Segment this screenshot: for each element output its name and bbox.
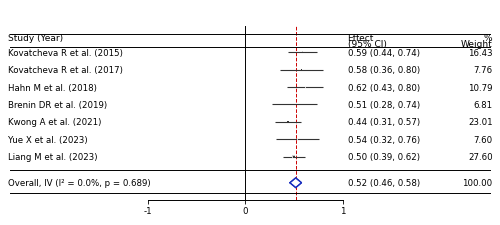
Point <box>290 103 298 107</box>
Text: 0.52 (0.46, 0.58): 0.52 (0.46, 0.58) <box>348 178 420 187</box>
Point <box>294 138 302 141</box>
Text: Effect: Effect <box>348 34 374 43</box>
Text: Overall, IV (I² = 0.0%, p = 0.689): Overall, IV (I² = 0.0%, p = 0.689) <box>8 178 150 187</box>
Text: Brenin DR et al. (2019): Brenin DR et al. (2019) <box>8 101 106 109</box>
Text: Kwong A et al. (2021): Kwong A et al. (2021) <box>8 118 101 127</box>
Point <box>290 155 298 159</box>
Text: 100.00: 100.00 <box>462 178 492 187</box>
Point <box>298 51 306 55</box>
Text: 7.60: 7.60 <box>474 135 492 144</box>
Text: 0.51 (0.28, 0.74): 0.51 (0.28, 0.74) <box>348 101 420 109</box>
Point <box>284 121 292 124</box>
Point <box>302 86 310 89</box>
Text: Weight: Weight <box>461 40 492 48</box>
Polygon shape <box>290 178 302 188</box>
Text: 0.58 (0.36, 0.80): 0.58 (0.36, 0.80) <box>348 66 420 75</box>
Text: Kovatcheva R et al. (2017): Kovatcheva R et al. (2017) <box>8 66 122 75</box>
Point <box>298 51 306 55</box>
Text: Study (Year): Study (Year) <box>8 34 62 43</box>
Text: 0.59 (0.44, 0.74): 0.59 (0.44, 0.74) <box>348 49 420 57</box>
Text: 0.50 (0.39, 0.62): 0.50 (0.39, 0.62) <box>348 153 420 161</box>
Text: 0.54 (0.32, 0.76): 0.54 (0.32, 0.76) <box>348 135 420 144</box>
Point <box>290 103 298 107</box>
Point <box>302 86 310 89</box>
Text: 0.44 (0.31, 0.57): 0.44 (0.31, 0.57) <box>348 118 420 127</box>
Text: 0.62 (0.43, 0.80): 0.62 (0.43, 0.80) <box>348 83 420 92</box>
Text: 27.60: 27.60 <box>468 153 492 161</box>
Text: 10.79: 10.79 <box>468 83 492 92</box>
Point <box>298 68 306 72</box>
Text: Yue X et al. (2023): Yue X et al. (2023) <box>8 135 87 144</box>
Text: Hahn M et al. (2018): Hahn M et al. (2018) <box>8 83 96 92</box>
Text: Liang M et al. (2023): Liang M et al. (2023) <box>8 153 97 161</box>
Text: 23.01: 23.01 <box>468 118 492 127</box>
Text: Kovatcheva R et al. (2015): Kovatcheva R et al. (2015) <box>8 49 122 57</box>
Point <box>298 68 306 72</box>
Point <box>284 121 292 124</box>
Text: 7.76: 7.76 <box>474 66 492 75</box>
Text: 6.81: 6.81 <box>474 101 492 109</box>
Text: (95% CI): (95% CI) <box>348 40 387 48</box>
Point <box>290 155 298 159</box>
Text: 16.43: 16.43 <box>468 49 492 57</box>
Text: %: % <box>484 34 492 43</box>
Point <box>294 138 302 141</box>
